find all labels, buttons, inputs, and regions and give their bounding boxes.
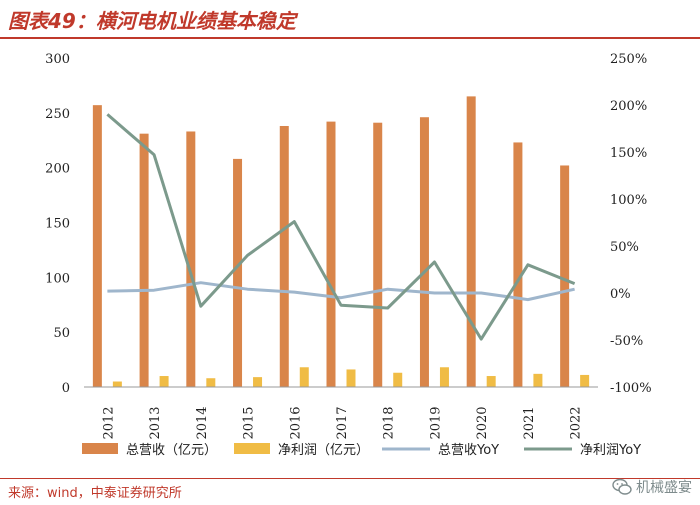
right-axis-tick-label: 150% [610,146,647,161]
right-axis-tick-label: -50% [610,334,643,349]
bar-net-profit [112,381,122,387]
bar-net-profit [580,374,590,387]
legend-swatch [82,443,118,454]
x-axis-tick-label: 2020 [475,406,490,439]
x-axis-tick-label: 2017 [335,406,350,439]
bar-revenue [326,121,336,388]
bar-net-profit [206,378,216,387]
bar-revenue [279,125,289,387]
title-bar: 图表49：横河电机业绩基本稳定 [0,0,700,39]
bar-revenue [513,142,523,387]
wechat-icon [612,478,632,495]
legend-label: 总营收（亿元） [126,443,217,458]
chart-title: 图表49：横河电机业绩基本稳定 [8,9,296,33]
left-axis-tick-label: 250 [45,107,70,122]
line-net-profit-yoy [106,113,576,341]
x-axis-tick-label: 2022 [569,406,584,439]
left-axis-tick-label: 300 [45,52,70,67]
bar-net-profit [159,376,169,387]
watermark-text: 机械盛宴 [636,480,692,496]
x-axis-tick-label: 2013 [148,406,163,439]
bar-revenue [139,133,149,387]
source-note: 来源：wind，中泰证券研究所 [8,486,182,501]
right-axis-tick-label: 100% [610,193,647,208]
x-axis-tick-label: 2019 [428,406,443,439]
right-axis-tick-label: -100% [610,381,652,396]
combo-chart: 0 50 100 150 200 250 300 -100% -50% 0% 50% 100% 150%… [45,52,652,458]
right-axis-tick-label: 250% [610,52,647,67]
footer-divider [0,478,700,479]
bar-revenue [92,105,102,387]
x-axis-tick-label: 2012 [101,406,116,439]
left-axis-tick-label: 100 [45,271,70,286]
bar-net-profit [486,376,496,387]
bar-revenue [466,96,476,387]
bar-net-profit [439,367,449,387]
bar-revenue [560,165,570,387]
legend-label: 净利润（亿元） [278,443,369,458]
watermark: 机械盛宴 [612,474,692,500]
legend-label: 净利润YoY [580,443,641,458]
bar-revenue [419,117,429,387]
right-axis-tick-label: 50% [610,240,639,255]
x-axis-tick-label: 2016 [288,406,303,439]
bar-revenue [373,122,383,387]
bar-net-profit [393,372,403,387]
x-axis-tick-label: 2015 [242,406,257,439]
legend-swatch [234,443,270,454]
line-revenue-yoy [107,281,575,302]
bar-net-profit [299,367,309,387]
legend-label: 总营收YoY [438,443,499,458]
x-axis-tick-label: 2014 [195,406,210,439]
bar-net-profit [533,373,543,387]
left-axis-tick-label: 0 [62,381,70,396]
x-axis-tick-label: 2021 [522,406,537,439]
right-axis-tick-label: 200% [610,99,647,114]
right-axis-tick-label: 0% [610,287,631,302]
x-axis-tick-label: 2018 [382,406,397,439]
bar-net-profit [253,377,263,387]
title-divider [0,37,700,39]
left-axis-tick-label: 200 [45,162,70,177]
left-axis-tick-label: 150 [45,217,70,232]
bar-net-profit [346,369,356,387]
left-axis-tick-label: 50 [53,326,70,341]
bar-revenue [186,131,196,387]
bar-revenue [233,158,243,387]
